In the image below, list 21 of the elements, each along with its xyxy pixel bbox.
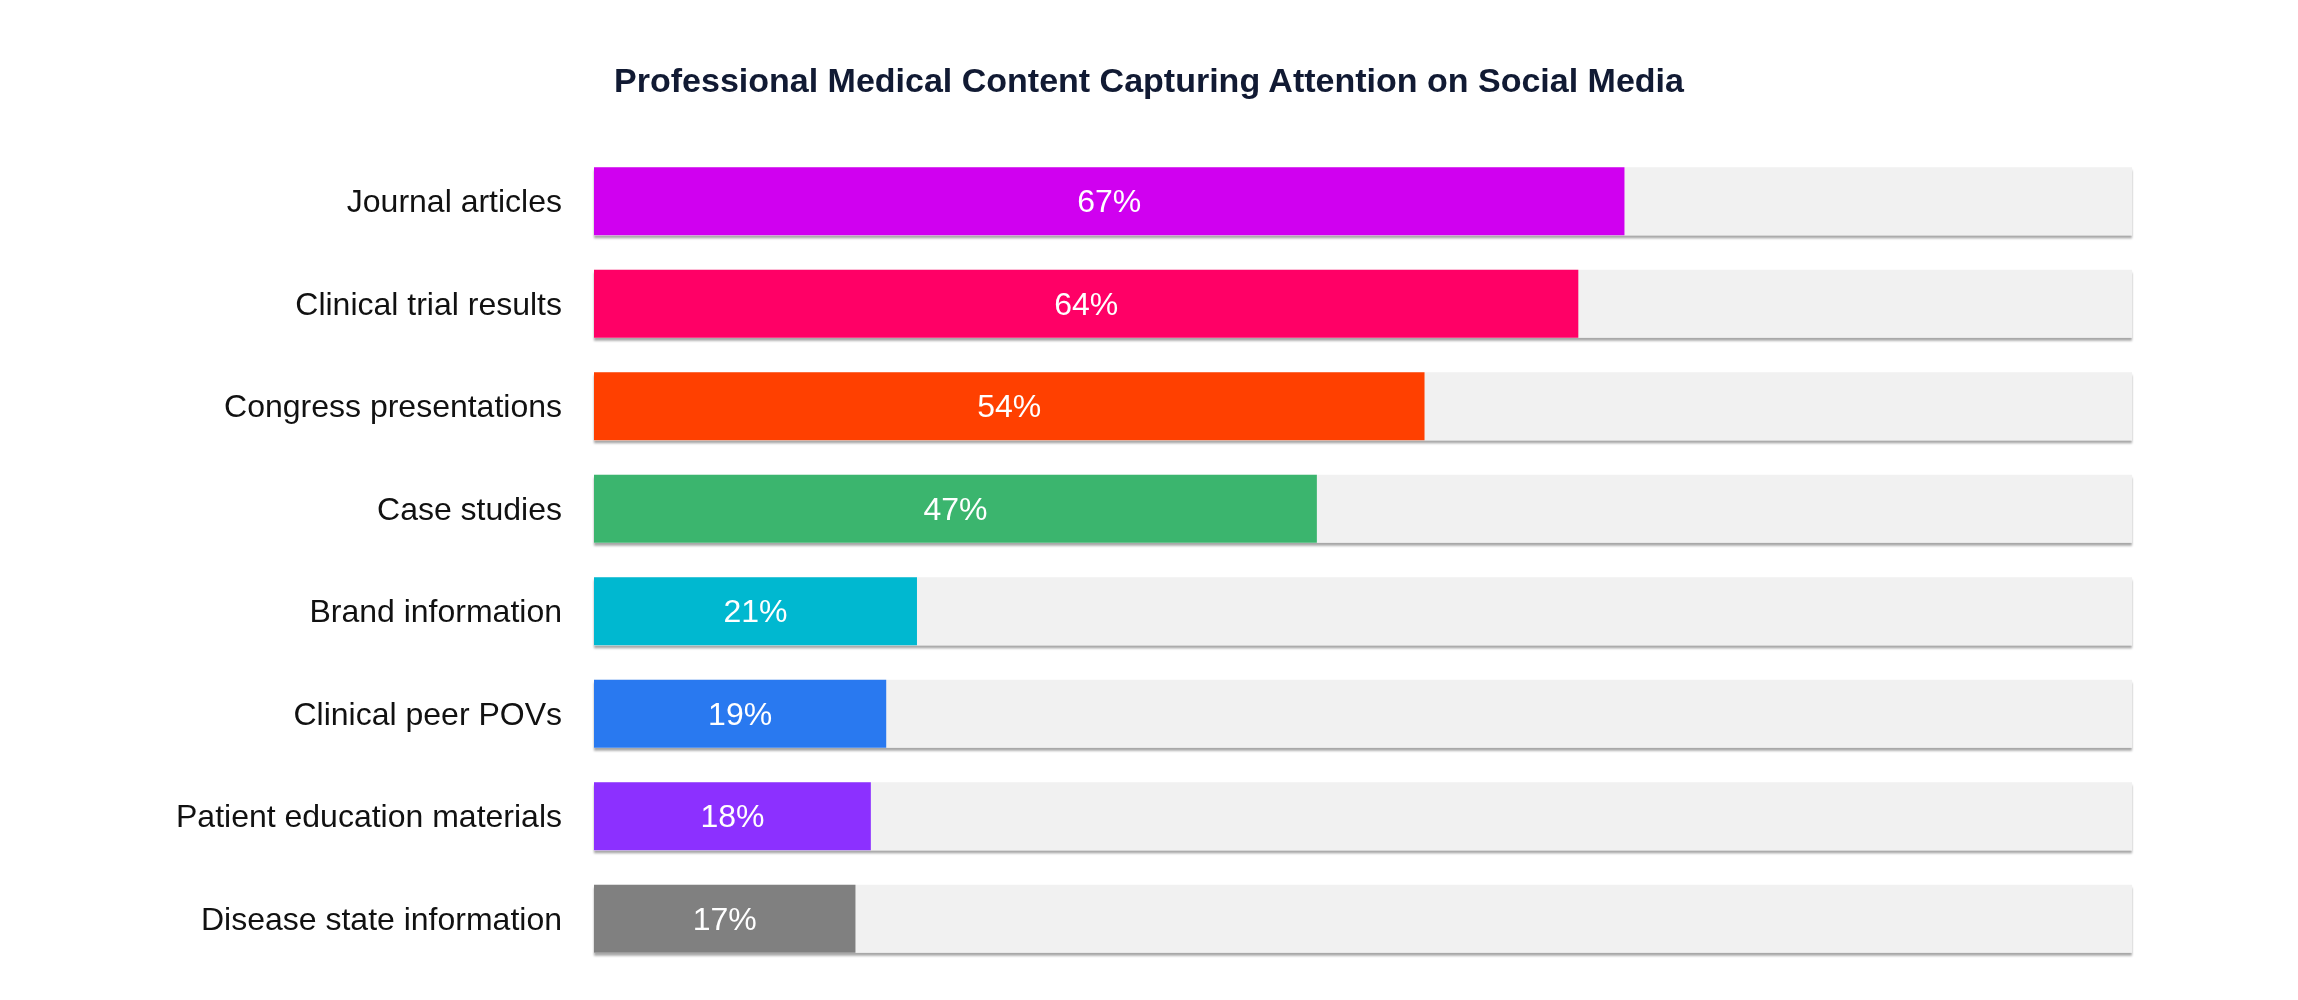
data-label: 19% xyxy=(708,695,773,732)
bar xyxy=(594,884,856,953)
data-label: 54% xyxy=(977,388,1042,425)
y-tick-label: Patient education materials xyxy=(176,798,562,835)
data-label: 17% xyxy=(692,900,757,937)
y-tick-label: Congress presentations xyxy=(224,388,562,425)
data-label: 21% xyxy=(723,593,788,630)
bar xyxy=(594,679,887,748)
y-tick-label: Brand information xyxy=(309,593,562,630)
data-label: 47% xyxy=(923,490,988,527)
chart-title: Professional Medical Content Capturing Attention on Social Media xyxy=(614,61,1685,99)
data-label: 18% xyxy=(700,798,765,835)
y-tick-label: Clinical trial results xyxy=(295,285,562,322)
y-tick-label: Disease state information xyxy=(200,900,562,937)
y-tick-label: Case studies xyxy=(377,490,562,527)
data-label: 67% xyxy=(1077,183,1142,220)
data-label: 64% xyxy=(1054,285,1119,322)
y-tick-label: Journal articles xyxy=(346,183,562,220)
bar xyxy=(594,577,917,646)
y-tick-label: Clinical peer POVs xyxy=(293,695,562,732)
bar xyxy=(594,782,871,851)
